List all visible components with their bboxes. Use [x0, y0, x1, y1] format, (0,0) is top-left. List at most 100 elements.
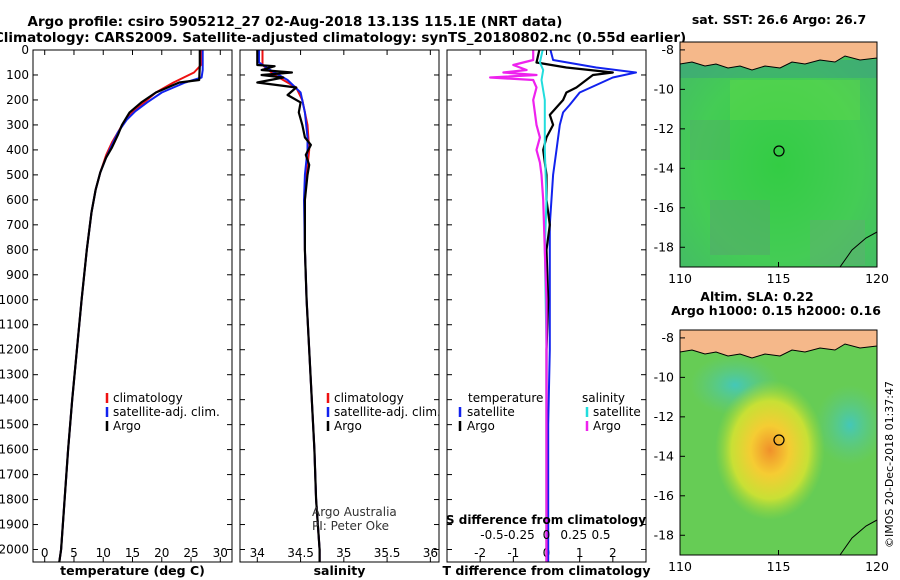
figure-title-line2: Climatology: CARS2009. Satellite-adjuste… — [0, 30, 686, 46]
depth-tick-label: 1000 — [0, 293, 29, 307]
legend-label-argo: Argo — [113, 419, 141, 433]
legend-label-salinity-satellite: satellite — [593, 405, 641, 419]
sla-map-lat-label: -12 — [654, 409, 674, 424]
depth-tick-label: 700 — [6, 218, 29, 232]
sst-map-float-marker — [773, 145, 785, 157]
temperature-series-group — [58, 50, 204, 562]
legend-label-temperature-argo: Argo — [467, 419, 495, 433]
legend-label-temperature-satellite: satellite — [467, 405, 515, 419]
sst-map-lon-label: 110 — [668, 271, 692, 286]
difference-s-axis-label: S difference from climatology — [446, 513, 646, 527]
credit-line2: PI: Peter Oke — [312, 519, 389, 533]
difference-series-group — [489, 50, 637, 562]
salinity-series-satellite-line — [258, 50, 321, 562]
sla-map-lon-label: 110 — [668, 559, 692, 574]
sla-map-coast — [839, 519, 877, 555]
legend-salinity-title: salinity — [582, 391, 625, 405]
sst-map-lat-label: -10 — [654, 81, 674, 96]
sla-map: 110 115 120 -8 -10 -12 -14 -16 -18 — [654, 329, 889, 574]
sla-map-float-marker — [773, 434, 785, 446]
sla-map-lat-label: -10 — [654, 369, 674, 384]
difference-s-tick-label: 0 — [543, 528, 551, 542]
difference-x-tick-label: -1 — [507, 546, 519, 560]
depth-tick-label: 1500 — [0, 418, 29, 432]
temperature-panel: 0100200300400500600700800900100011001200… — [0, 43, 233, 578]
sst-map-lat-label: -16 — [654, 200, 674, 215]
sst-map-field — [680, 42, 877, 267]
sst-map-lon-label: 115 — [767, 271, 791, 286]
legend-temperature-title: temperature — [468, 391, 543, 405]
depth-tick-label: 1800 — [0, 493, 29, 507]
difference-series-argo-line — [535, 50, 614, 562]
depth-tick-label: 1200 — [0, 343, 29, 357]
salinity-panel: 34 34.5 35 35.5 36 salinity climatologysatelli… — [239, 49, 441, 578]
temperature-x-tick-label: 5 — [70, 546, 78, 560]
salinity-x-tick-label: 35 — [336, 546, 351, 560]
sst-map-cloud-patch — [710, 200, 770, 255]
figure-title-line1: Argo profile: csiro 5905212_27 02-Aug-20… — [28, 14, 563, 30]
difference-s-tick-label: 0.25 — [560, 528, 587, 542]
sst-map-cloud-patch — [810, 220, 865, 265]
salinity-x-axis-label: salinity — [314, 563, 366, 578]
sst-map-lat-label: -8 — [662, 42, 675, 57]
sla-map-lat-label: -8 — [662, 330, 675, 345]
difference-plot-frame — [446, 49, 647, 563]
difference-series-argo-salinity-line — [489, 50, 548, 562]
sla-map-subtitle: Argo h1000: 0.15 h2000: 0.16 — [671, 303, 881, 318]
sla-map-low-anomaly — [815, 385, 877, 465]
salinity-x-tick-label: 34.5 — [287, 546, 314, 560]
legend-label-salinity-argo: Argo — [593, 419, 621, 433]
difference-series-satellite-line — [547, 50, 637, 562]
sla-map-high-anomaly — [715, 380, 825, 520]
difference-s-tick-label: 0.5 — [591, 528, 610, 542]
depth-tick-label: 200 — [6, 93, 29, 107]
depth-tick-label: 1700 — [0, 468, 29, 482]
difference-x-tick-label: 1 — [576, 546, 584, 560]
sst-map-lat-label: -14 — [654, 160, 674, 175]
sst-map-lat-label: -18 — [654, 239, 674, 254]
difference-x-axis-label: T difference from climatology — [442, 563, 650, 578]
salinity-series-climatology-line — [261, 50, 321, 562]
sst-map-title: sat. SST: 26.6 Argo: 26.7 — [692, 12, 866, 27]
salinity-series-group — [256, 50, 321, 562]
temperature-x-tick-label: 15 — [125, 546, 140, 560]
salinity-x-tick-label: 34 — [250, 546, 265, 560]
depth-tick-label: 1300 — [0, 368, 29, 382]
sla-map-lon-label: 120 — [865, 559, 889, 574]
sst-map-lon-label: 120 — [865, 271, 889, 286]
depth-tick-label: 1400 — [0, 393, 29, 407]
temperature-x-tick-label: 10 — [96, 546, 111, 560]
sst-map-coast — [839, 231, 877, 267]
depth-tick-label: 800 — [6, 243, 29, 257]
legend-label-argo: Argo — [334, 419, 362, 433]
depth-tick-label: 100 — [6, 68, 29, 82]
depth-tick-label: 1100 — [0, 318, 29, 332]
depth-tick-label: 0 — [21, 43, 29, 57]
depth-tick-label: 900 — [6, 268, 29, 282]
temperature-plot-frame — [32, 49, 233, 563]
depth-tick-label: 400 — [6, 143, 29, 157]
sst-map-lat-label: -12 — [654, 121, 674, 136]
depth-tick-label: 1600 — [0, 443, 29, 457]
temperature-series-argo-line — [58, 50, 201, 562]
salinity-x-tick-label: 36 — [423, 546, 438, 560]
difference-panel: -2 -1 0 1 2 T difference from climatology temp… — [442, 49, 651, 578]
legend-label-satellite: satellite-adj. clim. — [334, 405, 441, 419]
temperature-x-tick-label: 30 — [213, 546, 228, 560]
difference-s-tick-label: -0.5 — [480, 528, 503, 542]
depth-tick-label: 600 — [6, 193, 29, 207]
sla-map-lat-label: -16 — [654, 488, 674, 503]
credit-line1: Argo Australia — [312, 505, 397, 519]
sst-map-land — [680, 42, 877, 71]
sla-map-lat-label: -18 — [654, 527, 674, 542]
legend-label-climatology: climatology — [334, 391, 404, 405]
salinity-series-argo-line — [256, 50, 321, 562]
legend-label-climatology: climatology — [113, 391, 183, 405]
sla-map-lat-label: -14 — [654, 448, 674, 463]
temperature-x-tick-label: 20 — [154, 546, 169, 560]
depth-tick-label: 500 — [6, 168, 29, 182]
salinity-plot-frame — [239, 49, 440, 563]
sst-map-warm-patch — [730, 80, 860, 120]
temperature-x-axis-label: temperature (deg C) — [60, 563, 205, 578]
